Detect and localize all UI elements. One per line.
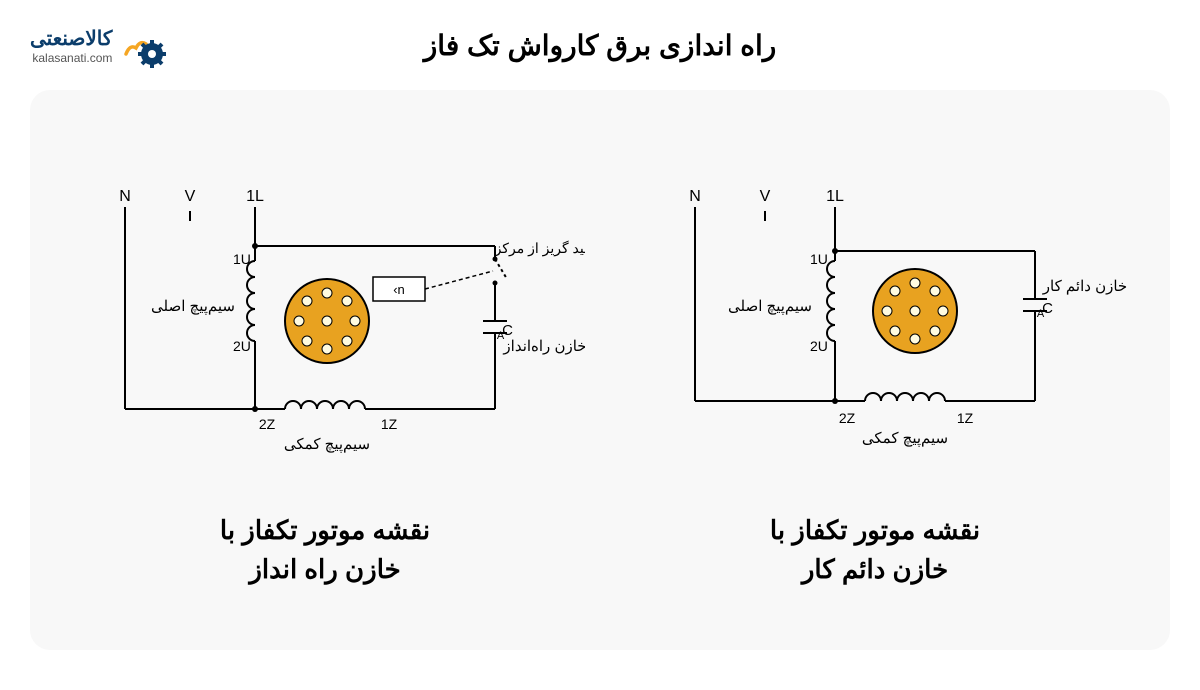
label-n: N — [689, 188, 701, 205]
svg-text:CA: CA — [1037, 300, 1053, 320]
logo: کالاصنعتی kalasanati.com — [30, 22, 166, 68]
label-u1: U1 — [810, 251, 828, 267]
schematic-start-cap: U1 U2 N V L1 سیم‌پیچ اصلی — [65, 151, 585, 471]
label-v-b: V — [185, 188, 196, 205]
cap-symbol: C — [1042, 300, 1053, 317]
caption-start-cap: نقشه موتور تکفاز با خازن راه انداز — [220, 511, 430, 589]
cap-symbol-b: C — [502, 322, 513, 339]
label-aux-winding-b: سیم‌پیچ کمکی — [284, 436, 370, 453]
label-n-b: N — [119, 188, 131, 205]
label-z1-b: Z1 — [381, 416, 398, 432]
label-aux-winding: سیم‌پیچ کمکی — [862, 430, 948, 447]
diagram-start-capacitor: U1 U2 N V L1 سیم‌پیچ اصلی — [65, 151, 585, 589]
label-z2: Z2 — [839, 410, 856, 426]
page-title: راه اندازی برق کارواش تک فاز — [424, 29, 776, 62]
label-main-winding: سیم‌پیچ اصلی — [728, 298, 812, 315]
logo-icon — [120, 22, 166, 68]
label-cap-run: خازن دائم کار — [1042, 278, 1127, 295]
label-main-winding-b: سیم‌پیچ اصلی — [151, 298, 235, 315]
caption-run-cap: نقشه موتور تکفاز با خازن دائم کار — [770, 511, 980, 589]
label-cap-start: خازن راه‌انداز — [502, 338, 585, 355]
logo-text-main: کالاصنعتی — [30, 26, 112, 51]
label-l1: L1 — [826, 188, 844, 205]
content-panel: U1 U2 N V L1 سیم‌پیچ اصلی — [30, 90, 1170, 650]
label-z1: Z1 — [957, 410, 974, 426]
schematic-run-cap: U1 U2 N V L1 سیم‌پیچ اصلی — [615, 151, 1135, 471]
label-z2-b: Z2 — [259, 416, 276, 432]
label-u2: U2 — [810, 338, 828, 354]
header: راه اندازی برق کارواش تک فاز کالاصنعتی k… — [0, 0, 1200, 90]
diagram-run-capacitor: U1 U2 N V L1 سیم‌پیچ اصلی — [615, 151, 1135, 589]
label-n-box: n› — [393, 282, 405, 297]
logo-text-sub: kalasanati.com — [30, 51, 112, 65]
label-u1-b: U1 — [233, 251, 251, 267]
label-centrifugal: کلید گریز از مرکز — [494, 240, 585, 257]
label-u2-b: U2 — [233, 338, 251, 354]
label-v: V — [760, 188, 771, 205]
label-l1-b: L1 — [246, 188, 264, 205]
